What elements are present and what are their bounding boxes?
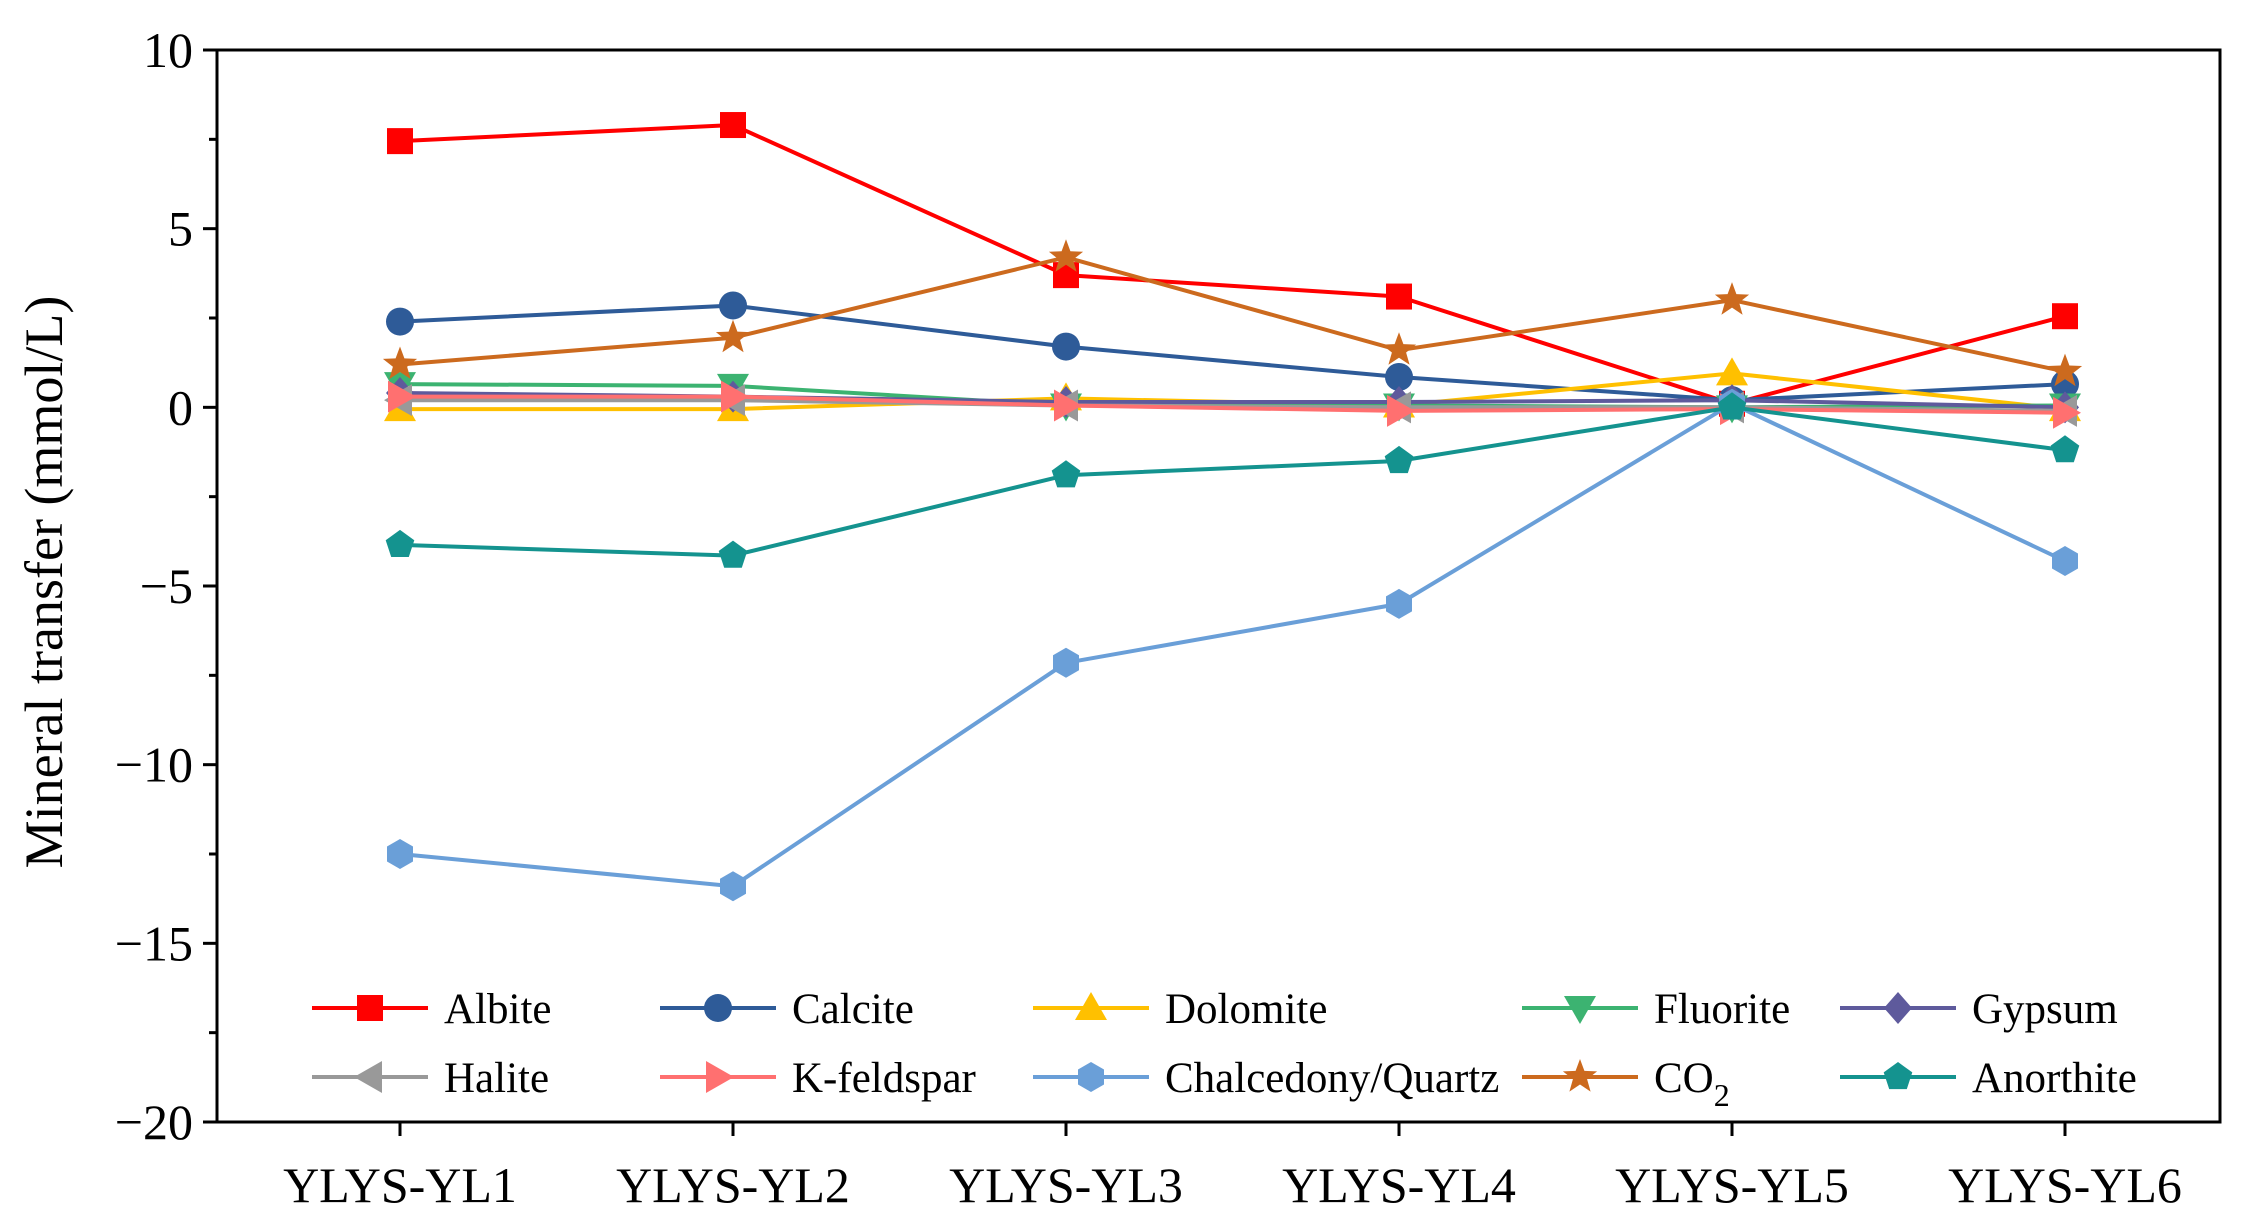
legend-marker <box>1075 992 1107 1020</box>
legend-marker <box>354 1061 382 1093</box>
x-tick-label: YLYS-YL3 <box>949 1157 1183 1213</box>
series-line <box>399 401 2066 889</box>
series-albite <box>387 112 2078 417</box>
legend-label: Fluorite <box>1654 986 1790 1033</box>
plot-frame <box>215 48 2222 1124</box>
legend-item: Gypsum <box>1840 986 2118 1033</box>
series-line <box>400 394 2066 415</box>
y-tick-label: −20 <box>115 1094 193 1150</box>
data-point <box>1051 460 1081 488</box>
legend-item: Fluorite <box>1522 986 1790 1033</box>
legend-label: Albite <box>444 986 551 1033</box>
legend-marker <box>704 994 732 1022</box>
legend-label: K-feldspar <box>792 1055 976 1102</box>
x-tick-label: YLYS-YL4 <box>1282 1157 1516 1213</box>
legend-label: Calcite <box>792 986 914 1033</box>
y-tick-label: −15 <box>115 915 193 971</box>
x-tick-label: YLYS-YL5 <box>1615 1157 1849 1213</box>
y-tick-label: 5 <box>168 201 193 257</box>
data-point <box>1053 647 1079 678</box>
data-point <box>718 540 748 568</box>
data-point <box>1053 262 1079 289</box>
data-point <box>2052 546 2078 576</box>
series-anorthite <box>385 392 2080 568</box>
data-point <box>1048 239 1084 272</box>
data-point <box>720 112 746 139</box>
data-point <box>1386 283 1412 310</box>
data-point <box>1052 332 1080 361</box>
legend-label: Halite <box>444 1055 549 1102</box>
data-point <box>386 307 414 336</box>
series-line <box>399 255 2066 374</box>
data-point <box>387 128 413 155</box>
legend-item: Chalcedony/Quartz <box>1033 1055 1499 1102</box>
legend-marker <box>1562 1059 1598 1092</box>
x-tick-label: YLYS-YL1 <box>283 1157 517 1213</box>
legend-marker <box>1884 992 1912 1024</box>
legend-label-subscript: 2 <box>1714 1077 1730 1113</box>
legend-label: CO2 <box>1654 1055 1730 1113</box>
series-line <box>399 303 2066 403</box>
data-point <box>720 871 746 902</box>
legend-item: Anorthite <box>1840 1055 2137 1102</box>
data-point <box>721 380 749 413</box>
legend-marker <box>706 1061 734 1093</box>
data-point <box>387 839 413 869</box>
legend-item: Dolomite <box>1033 986 1327 1033</box>
data-point <box>1384 445 1414 474</box>
series-calcite <box>386 291 2079 415</box>
data-point <box>2047 353 2083 387</box>
legend-item: CO2 <box>1522 1055 1730 1113</box>
y-tick-label: 10 <box>143 22 193 78</box>
data-point <box>382 346 418 379</box>
data-point <box>1717 392 1747 420</box>
x-axis: YLYS-YL1 YLYS-YL2 YLYS-YL3 YLYS-YL4 YLYS-YL5… <box>283 1122 2182 1213</box>
legend-marker <box>1883 1062 1913 1090</box>
series-line <box>399 405 2066 558</box>
legend-marker <box>357 995 383 1021</box>
data-point <box>2050 435 2080 463</box>
legend-item: Calcite <box>660 986 914 1033</box>
data-point <box>719 291 747 320</box>
y-axis-title: Mineral transfer (mmol/L) <box>14 296 74 869</box>
data-point <box>388 380 416 413</box>
x-tick-label: YLYS-YL6 <box>1948 1157 2182 1213</box>
series-line <box>399 123 2066 406</box>
y-tick-label: −5 <box>140 558 193 614</box>
data-point <box>385 529 415 557</box>
data-point <box>1714 282 1750 315</box>
data-point <box>2053 396 2081 429</box>
data-point <box>2052 303 2078 330</box>
y-tick-label: −10 <box>115 737 193 793</box>
legend-label: Gypsum <box>1972 986 2118 1033</box>
data-point <box>1387 394 1415 427</box>
legend-marker <box>1078 1062 1104 1092</box>
x-tick-label: YLYS-YL2 <box>616 1157 850 1213</box>
legend-label: Anorthite <box>1972 1055 2137 1102</box>
legend-item: K-feldspar <box>660 1055 976 1102</box>
legend-label: Dolomite <box>1165 986 1327 1033</box>
legend-label: Chalcedony/Quartz <box>1165 1055 1499 1102</box>
data-point <box>1386 588 1412 619</box>
series-chalcedony-quartz <box>387 388 2078 902</box>
legend: Albite Calcite Dolomite Fluorite Gypsum Halit… <box>312 986 2137 1113</box>
data-point <box>1716 357 1748 386</box>
data-point <box>1054 389 1082 422</box>
y-axis: 10 5 0 −5 −10 −15 −20 <box>115 22 217 1150</box>
data-point <box>715 319 751 353</box>
legend-marker <box>1564 996 1596 1024</box>
y-tick-label: 0 <box>168 379 193 435</box>
legend-item: Halite <box>312 1055 549 1102</box>
series-co2 <box>382 239 2083 387</box>
data-point <box>1385 362 1413 391</box>
legend-item: Albite <box>312 986 551 1033</box>
data-point <box>1381 332 1417 365</box>
